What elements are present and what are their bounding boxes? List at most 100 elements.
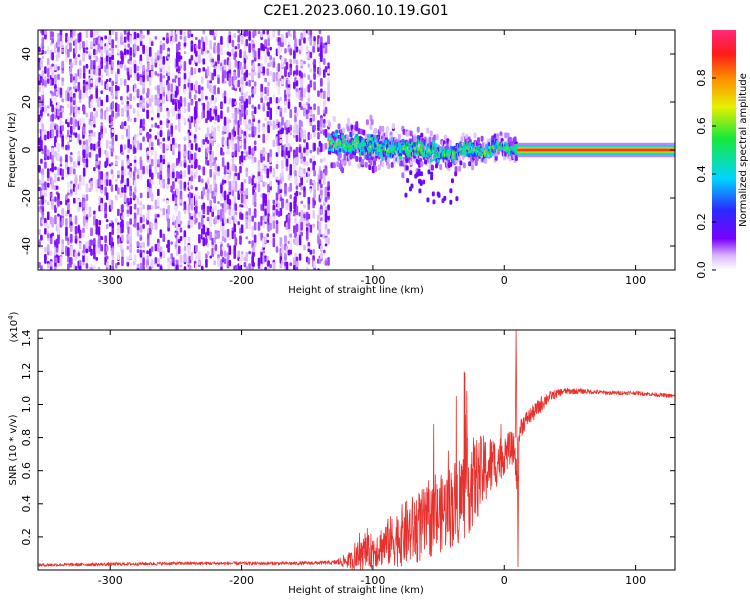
heatmap-cell [200, 36, 204, 43]
heatmap-cell [193, 94, 197, 100]
heatmap-cell [211, 94, 214, 101]
heatmap-cell [127, 226, 130, 234]
heatmap-cell [323, 118, 326, 124]
heatmap-cell [187, 164, 191, 175]
heatmap-cell [136, 102, 140, 108]
heatmap-cell [55, 246, 59, 253]
heatmap-cell [223, 59, 227, 65]
heatmap-cell [174, 31, 178, 42]
heatmap-cell [324, 42, 328, 46]
heatmap-cell [188, 131, 192, 136]
heatmap-cell [148, 138, 152, 143]
heatmap-cell [139, 236, 143, 241]
heatmap-cell [281, 62, 284, 68]
heatmap-cell [174, 177, 178, 182]
heatmap-cell [95, 179, 99, 190]
heatmap-cell [114, 160, 118, 166]
heatmap-cell [49, 250, 53, 256]
heatmap-cell [240, 151, 244, 155]
heatmap-cell [121, 259, 124, 265]
heatmap-cell [133, 139, 137, 145]
heatmap-cell [374, 165, 378, 172]
heatmap-cell [287, 101, 291, 109]
heatmap-cell [262, 106, 266, 111]
heatmap-cell [136, 88, 140, 97]
heatmap-cell [46, 150, 50, 157]
heatmap-cell [111, 222, 115, 229]
heatmap-cell [61, 217, 64, 226]
heatmap-cell [98, 48, 101, 54]
heatmap-cell [146, 211, 150, 221]
heatmap-cell [245, 236, 249, 240]
heatmap-cell [179, 220, 183, 225]
heatmap-cell [51, 70, 54, 78]
heatmap-cell [170, 125, 174, 132]
heatmap-cell [289, 202, 293, 212]
heatmap-cell [272, 209, 276, 213]
heatmap-cell [190, 185, 194, 190]
heatmap-cell [154, 243, 158, 252]
heatmap-cell [327, 204, 330, 211]
heatmap-cell [57, 255, 60, 264]
heatmap-cell [287, 98, 291, 102]
heatmap-cell [74, 163, 78, 168]
heatmap-cell [202, 102, 206, 111]
heatmap-cell [148, 46, 152, 57]
heatmap-cell [127, 124, 130, 135]
heatmap-cell [248, 250, 251, 255]
heatmap-cell [93, 123, 96, 128]
heatmap-cell [200, 178, 204, 184]
heatmap-cell [217, 42, 220, 53]
heatmap-cell [82, 244, 86, 254]
heatmap-cell [206, 230, 210, 236]
heatmap-cell [401, 172, 405, 179]
heatmap-cell [231, 182, 235, 187]
heatmap-cell [269, 121, 272, 127]
heatmap-cell [74, 238, 78, 244]
heatmap-cell [234, 136, 238, 141]
heatmap-cell [172, 262, 175, 266]
heatmap-cell [85, 194, 89, 201]
heatmap-cell [142, 223, 145, 229]
heatmap-cell [240, 76, 244, 82]
heatmap-cell [198, 126, 201, 131]
heatmap-cell [120, 95, 123, 101]
heatmap-cell [98, 147, 101, 153]
heatmap-cell [111, 80, 115, 87]
heatmap-cell [202, 138, 206, 145]
heatmap-cell [148, 77, 152, 86]
heatmap-cell [275, 176, 279, 180]
heatmap-cell [146, 53, 149, 63]
heatmap-cell [105, 139, 109, 149]
heatmap-cell [307, 36, 311, 42]
heatmap-cell [269, 263, 272, 269]
heatmap-cell [157, 124, 160, 129]
heatmap-cell [93, 244, 96, 252]
heatmap-cell [54, 173, 57, 180]
heatmap-cell [287, 87, 291, 95]
heatmap-cell [285, 61, 289, 70]
heatmap-cell [217, 54, 220, 61]
heatmap-cell [179, 61, 183, 66]
heatmap-cell [237, 250, 240, 258]
heatmap-cell [307, 131, 311, 141]
heatmap-cell [146, 250, 149, 255]
heatmap-cell [209, 205, 212, 213]
heatmap-cell [327, 237, 330, 245]
heatmap-cell [231, 157, 235, 164]
heatmap-cell [150, 259, 154, 268]
heatmap-cell [159, 246, 163, 253]
heatmap-cell [93, 64, 96, 70]
heatmap-cell [295, 112, 299, 117]
heatmap-cell [88, 206, 92, 216]
heatmap-cell [253, 50, 257, 58]
heatmap-cell [69, 67, 72, 73]
heatmap-cell [44, 152, 47, 159]
heatmap-cell [198, 164, 201, 170]
heatmap-cell [95, 30, 99, 36]
heatmap-cell [277, 202, 281, 210]
heatmap-cell [139, 54, 143, 63]
heatmap-cell [177, 245, 181, 255]
heatmap-cell [133, 147, 137, 154]
